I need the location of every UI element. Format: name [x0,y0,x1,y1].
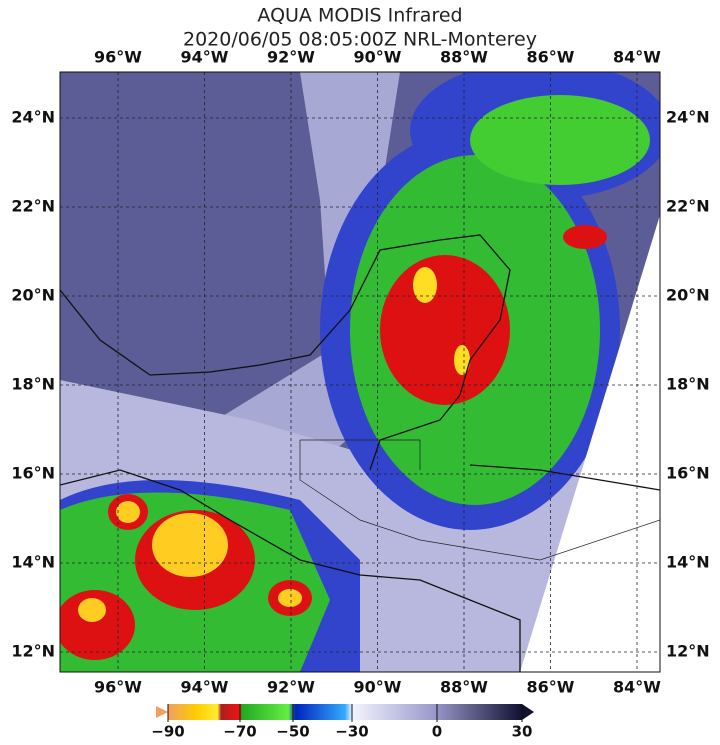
border [299,439,660,561]
cloud-yellow [78,598,106,622]
lon-label-top: 96°W [94,48,142,67]
lat-label-left: 14°N [11,553,55,572]
title: AQUA MODIS Infrared [257,5,462,27]
coastline [60,234,511,471]
lat-label-right: 20°N [666,286,710,305]
lat-label-right: 24°N [666,108,710,127]
colorbar-label: −30 [335,723,368,741]
lon-label-top: 92°W [267,48,315,67]
lon-label-bottom: 96°W [94,678,142,697]
lon-label-top: 86°W [527,48,575,67]
cloud-haze [60,72,400,480]
lat-label-left: 24°N [11,108,55,127]
lat-label-right: 12°N [666,642,710,661]
cloud-yellow [278,589,302,607]
lat-label-right: 22°N [666,197,710,216]
cloud-green [470,95,650,185]
colorbar-label: 0 [432,723,442,741]
lon-label-bottom: 88°W [440,678,488,697]
cloud-red [563,225,607,249]
lat-label-left: 20°N [11,286,55,305]
colorbar-label: 30 [512,723,533,741]
coastline [60,469,521,672]
lon-label-top: 94°W [181,48,229,67]
swath-gap [520,215,660,672]
lon-label-bottom: 84°W [613,678,661,697]
cloud-yellow [413,267,437,303]
lon-label-bottom: 92°W [267,678,315,697]
subtitle: 2020/06/05 08:05:00Z NRL-Monterey [183,29,537,51]
cloud-yellow [454,345,470,375]
lon-label-bottom: 90°W [354,678,402,697]
lat-label-left: 18°N [11,375,55,394]
lon-label-bottom: 86°W [527,678,575,697]
lon-label-top: 90°W [354,48,402,67]
map-frame [59,71,661,673]
colorbar-label: −70 [223,723,256,741]
lat-label-right: 14°N [666,553,710,572]
lat-label-left: 16°N [11,464,55,483]
cloud-yellow [152,513,228,577]
colorbar-label: −90 [151,723,184,741]
coastline [469,464,660,491]
cloud-red [380,255,510,405]
lat-label-left: 22°N [11,197,55,216]
cloud-yellow [116,501,140,523]
lon-label-bottom: 94°W [181,678,229,697]
colorbar-min-arrow [156,706,168,718]
colorbar [168,704,522,720]
lat-label-right: 16°N [666,464,710,483]
colorbar-max-arrow [522,704,534,720]
lat-label-left: 12°N [11,642,55,661]
lat-label-right: 18°N [666,375,710,394]
satellite-image [60,72,660,672]
lon-label-top: 84°W [613,48,661,67]
graticule [60,72,660,672]
lon-label-top: 88°W [440,48,488,67]
colorbar-label: −50 [276,723,309,741]
